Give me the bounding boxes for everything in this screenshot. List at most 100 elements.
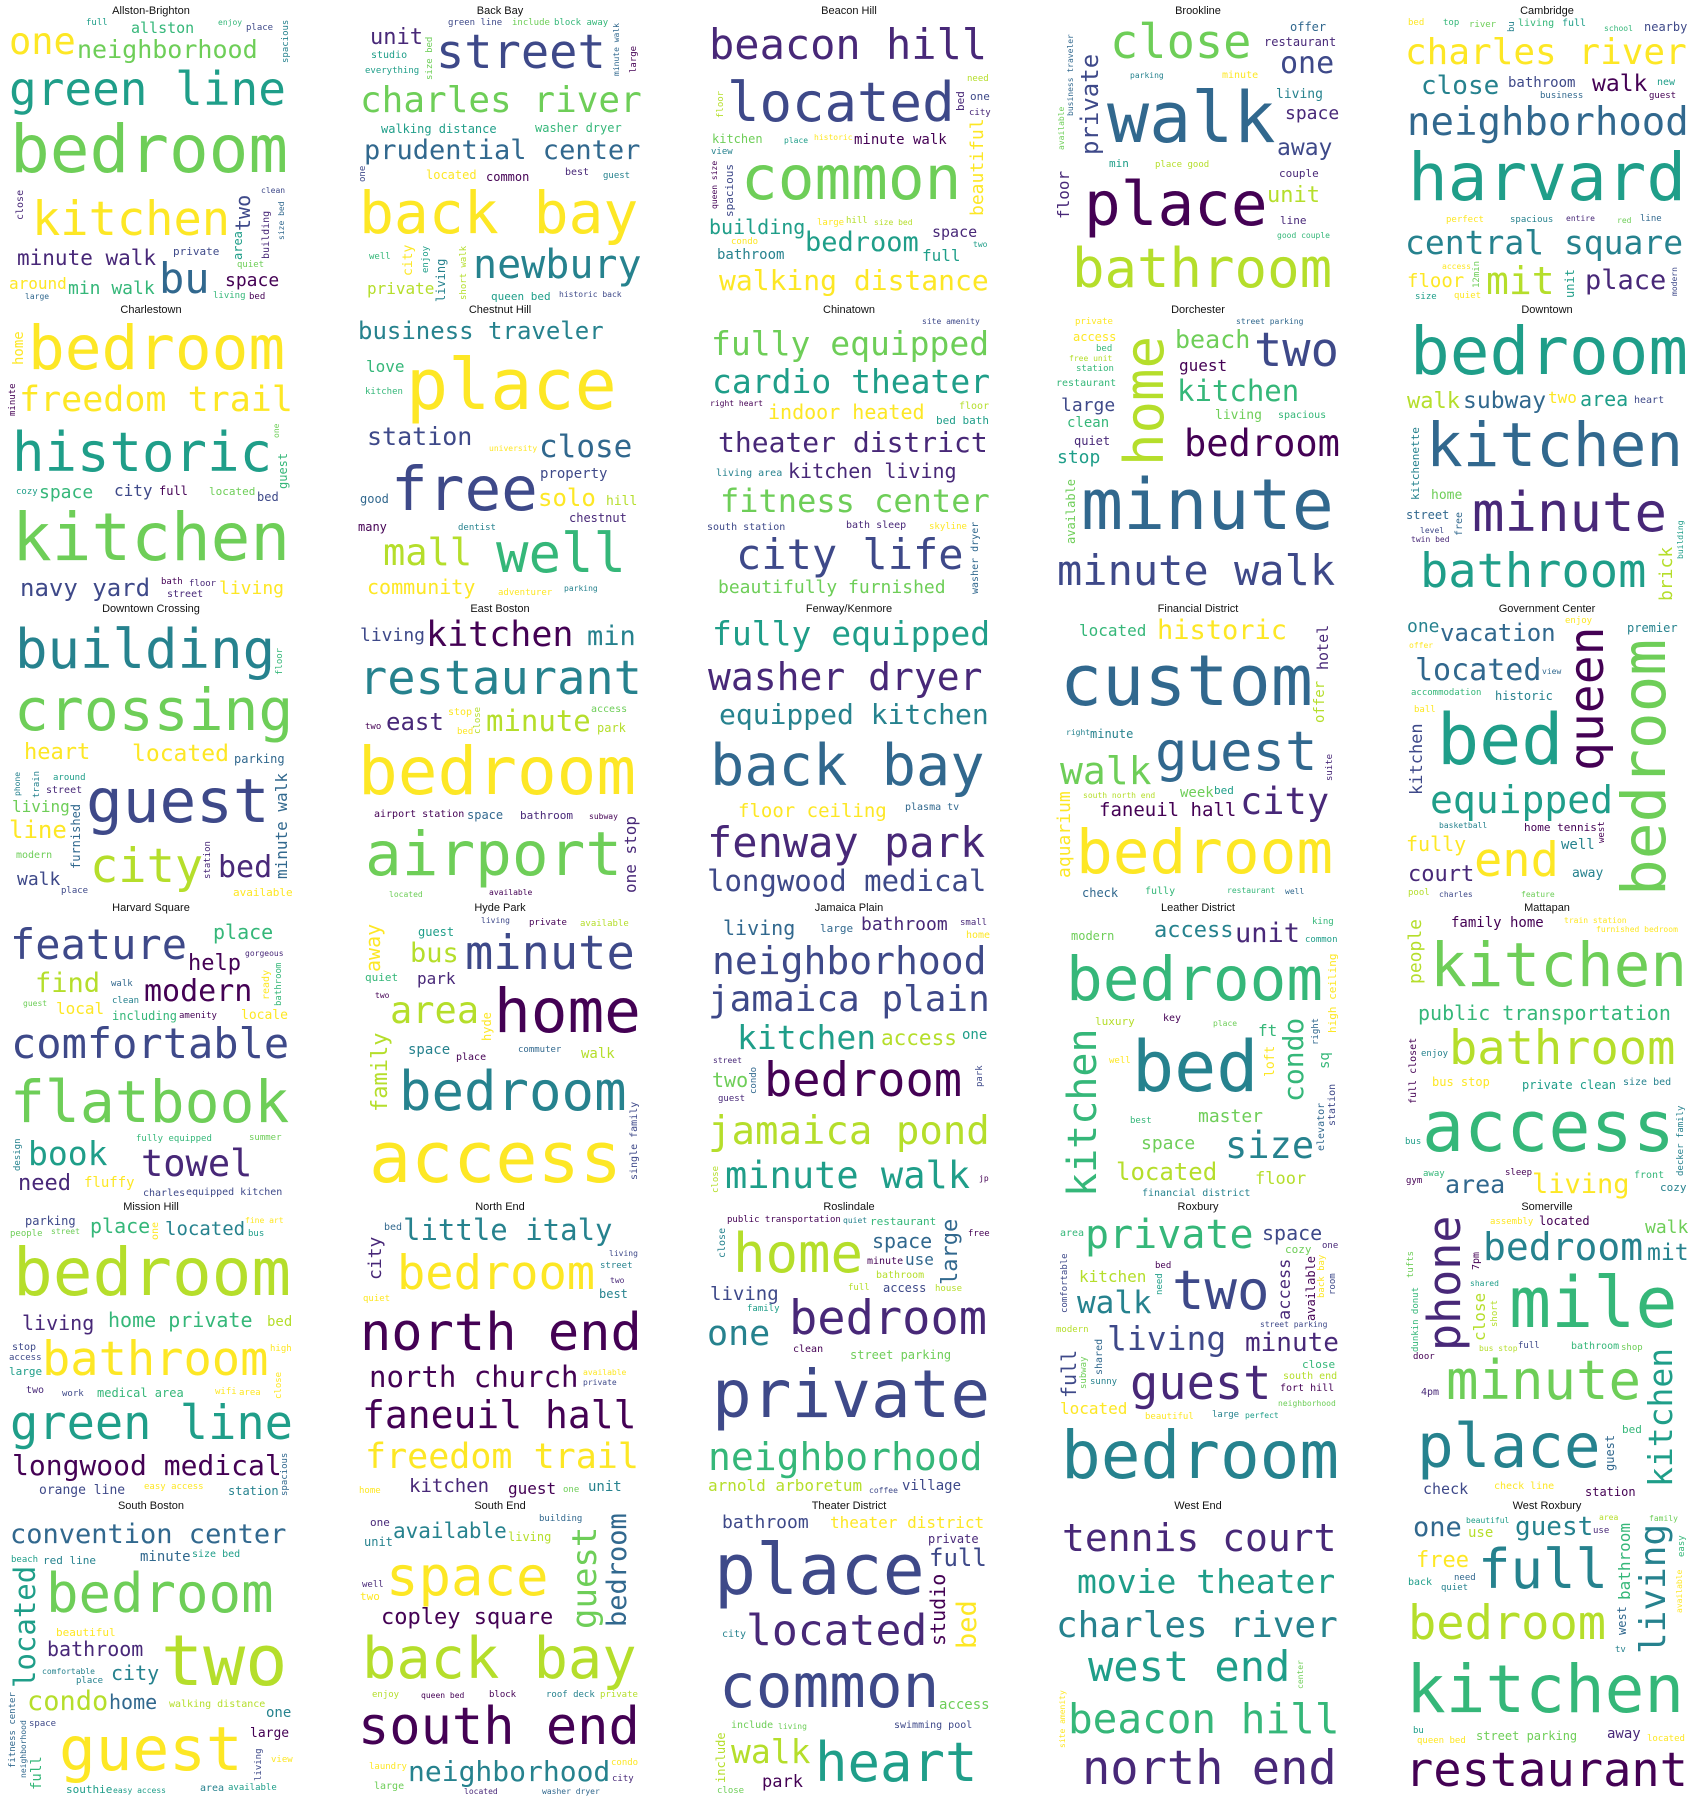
cloud-word: floor <box>189 579 217 589</box>
cloud-word: bu <box>159 254 210 303</box>
cloud-word: kitchen <box>426 616 574 655</box>
cloud-word: bedroom <box>358 733 637 810</box>
cloud-word: spacious <box>1278 410 1327 421</box>
cloud-word: condo <box>611 1758 639 1768</box>
cloud-word: offer <box>1290 20 1327 34</box>
cloud-word: guest <box>1179 356 1228 375</box>
cloud-word: kitchen <box>12 499 291 576</box>
cloud-word: building <box>15 618 276 681</box>
cloud-word: accommodation <box>1411 688 1482 698</box>
cloud-word: full <box>1562 18 1587 29</box>
cloud-word: free <box>1416 1548 1469 1573</box>
cloud-word: little italy <box>403 1214 613 1247</box>
cloud-word: need <box>967 74 989 84</box>
cloud-word: one <box>1407 616 1440 637</box>
cloud-word: place <box>213 920 274 944</box>
cloud-word: school <box>1604 24 1633 33</box>
cloud-word: street <box>46 785 83 796</box>
cloud-word: located <box>1079 621 1147 640</box>
cloud-word: heart <box>24 740 91 765</box>
cloud-word: min walk <box>68 278 155 299</box>
cloud-word: furnished <box>69 803 83 869</box>
cloud-word: south end <box>1283 1371 1338 1382</box>
cloud-word: private <box>367 279 435 298</box>
cloud-word: pool <box>1408 888 1430 898</box>
cloud-word: modern <box>1071 929 1115 943</box>
cloud-word: living <box>12 797 70 816</box>
cloud-word: furnished bedroom <box>1596 925 1678 934</box>
cloud-word: beautifully furnished <box>718 577 946 598</box>
cloud-word: commuter <box>518 1045 562 1055</box>
cloud-word: bed <box>384 1222 403 1233</box>
cloud-word: neighborhood <box>1407 100 1689 145</box>
cloud-word: two <box>712 1068 749 1092</box>
cloud-word: two <box>360 1590 380 1603</box>
cloud-word: kitchen <box>1407 723 1427 796</box>
cloud-word: guest <box>718 1094 746 1104</box>
cloud-word: space <box>932 223 978 241</box>
cloud-word: parking <box>234 752 285 766</box>
cloud-word: airport station <box>374 809 465 820</box>
cloud-word: washer dryer <box>970 521 981 594</box>
cloud-word: restaurant <box>1227 886 1276 895</box>
cloud-word: everything <box>365 66 420 76</box>
cloud-word: bed <box>267 1314 293 1330</box>
cloud-word: fitness center <box>720 482 990 520</box>
panel-title: Somerville <box>1521 1201 1573 1213</box>
cloud-word: minute <box>486 704 591 738</box>
panel-title: Beacon Hill <box>821 5 877 17</box>
cloud-word: place <box>456 1052 487 1063</box>
cloud-word: access <box>369 1117 622 1199</box>
cloud-word: shop <box>1621 1343 1643 1353</box>
cloud-word: size bed <box>277 201 286 241</box>
cloud-word: jamaica pond <box>708 1109 990 1154</box>
cloud-word: brick <box>1656 546 1677 601</box>
cloud-word: full <box>1478 1538 1609 1601</box>
cloud-word: home <box>359 1486 381 1496</box>
cloud-word: large <box>250 1726 290 1741</box>
cloud-word: bed <box>1408 18 1425 28</box>
cloud-word: bedroom <box>1410 317 1689 390</box>
cloud-word: area <box>1580 387 1629 411</box>
wordcloud-panel: Government Center bed bedroom queen end equip… <box>1404 603 1690 902</box>
cloud-word: park <box>975 1064 985 1087</box>
cloud-word: indoor heated <box>768 400 925 424</box>
cloud-word: block <box>489 1690 517 1700</box>
cloud-word: restaurant <box>359 651 642 706</box>
cloud-word: towel <box>141 1142 253 1185</box>
cloud-word: stop <box>12 1342 37 1353</box>
cloud-word: walk <box>1592 71 1648 97</box>
cloud-word: guest <box>86 766 270 837</box>
cloud-word: free <box>1454 511 1465 536</box>
cloud-word: best <box>1130 1116 1152 1126</box>
wordcloud-panel: West End charles river beacon hill tennis c… <box>1055 1500 1341 1799</box>
cloud-word: street parking <box>1476 1729 1578 1743</box>
cloud-word: high <box>270 1344 292 1354</box>
panel-title: Chinatown <box>823 304 875 316</box>
cloud-word: laundry <box>369 1762 407 1772</box>
cloud-word: phone <box>1418 1215 1471 1351</box>
cloud-word: room <box>1328 1272 1338 1295</box>
cloud-word: new <box>1657 77 1676 88</box>
cloud-word: located <box>746 1606 928 1656</box>
cloud-word: shared <box>1094 1338 1105 1375</box>
cloud-word: located <box>165 1218 246 1240</box>
cloud-word: heart <box>1634 395 1665 406</box>
cloud-word: allston <box>131 19 195 37</box>
cloud-word: station <box>1327 1083 1338 1126</box>
cloud-word: close <box>1302 1358 1336 1371</box>
cloud-word: place <box>90 1214 151 1238</box>
cloud-word: walk <box>731 1732 811 1771</box>
cloud-word: back bay <box>362 1626 637 1692</box>
cloud-word: living <box>778 1722 807 1731</box>
cloud-word: area <box>390 989 480 1032</box>
cloud-word: available <box>228 1783 277 1793</box>
cloud-word: fully equipped <box>711 324 990 363</box>
cloud-word: home <box>109 1690 158 1714</box>
cloud-word: comfortable <box>11 1019 290 1068</box>
wordcloud-panel: Leather District bed bedroom kitchen size con… <box>1055 902 1341 1201</box>
cloud-word: court <box>1408 862 1475 887</box>
cloud-word: home <box>494 976 641 1047</box>
cloud-word: many <box>358 520 387 534</box>
cloud-word: private <box>583 1378 617 1387</box>
